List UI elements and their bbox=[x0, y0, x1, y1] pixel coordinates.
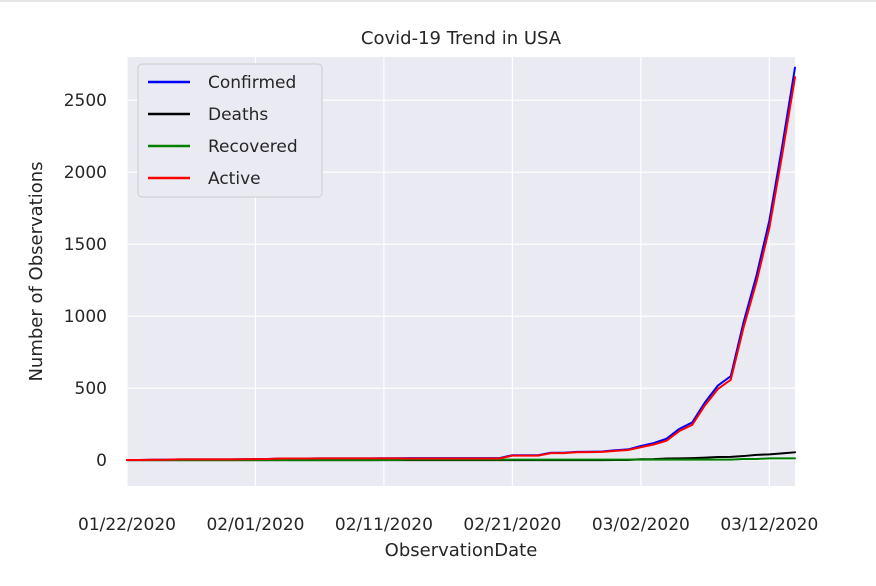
top-divider bbox=[0, 0, 876, 2]
x-axis-label: ObservationDate bbox=[385, 540, 538, 561]
legend-label-recovered: Recovered bbox=[208, 137, 298, 157]
y-axis-label: Number of Observations bbox=[26, 161, 47, 381]
y-tick-labels: 0 500 1000 1500 2000 2500 bbox=[64, 91, 107, 471]
y-tick-label: 2500 bbox=[64, 91, 107, 111]
y-tick-label: 2000 bbox=[64, 163, 107, 183]
chart-title: Covid-19 Trend in USA bbox=[361, 28, 562, 49]
y-tick-label: 1500 bbox=[64, 235, 107, 255]
x-tick-label: 02/11/2020 bbox=[335, 515, 433, 535]
legend-label-active: Active bbox=[208, 169, 261, 189]
x-tick-label: 02/01/2020 bbox=[206, 515, 304, 535]
x-tick-label: 01/22/2020 bbox=[78, 515, 176, 535]
legend-label-deaths: Deaths bbox=[208, 105, 268, 125]
y-tick-label: 0 bbox=[96, 451, 107, 471]
series-line-active bbox=[126, 76, 796, 461]
y-tick-label: 500 bbox=[75, 379, 107, 399]
legend-box bbox=[137, 63, 323, 198]
x-tick-label: 03/02/2020 bbox=[592, 515, 690, 535]
x-tick-labels: 01/22/2020 02/01/2020 02/11/2020 02/21/2020… bbox=[78, 515, 818, 535]
legend: Confirmed Deaths Recovered Active bbox=[137, 63, 323, 198]
x-tick-label: 02/21/2020 bbox=[463, 515, 561, 535]
series-layer bbox=[126, 66, 796, 462]
legend-label-confirmed: Confirmed bbox=[208, 73, 296, 93]
x-tick-label: 03/12/2020 bbox=[720, 515, 818, 535]
y-tick-label: 1000 bbox=[64, 307, 107, 327]
